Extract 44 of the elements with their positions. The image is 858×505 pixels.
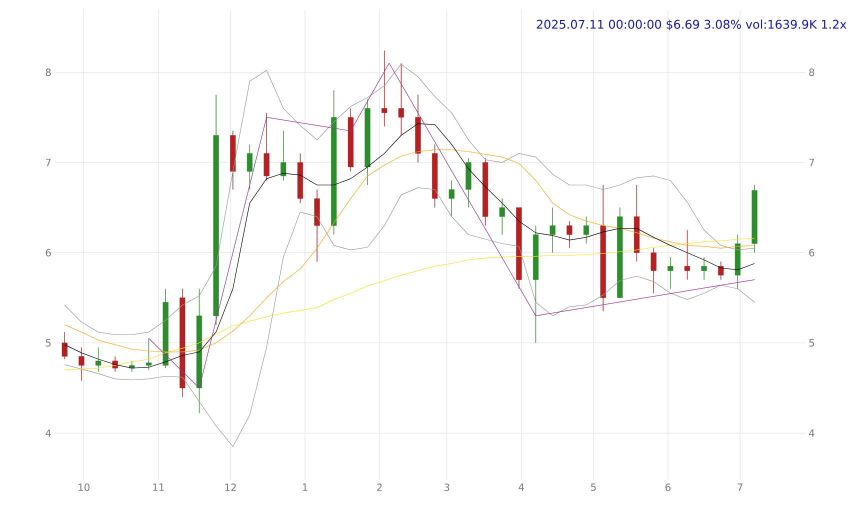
candlestick bbox=[566, 220, 572, 248]
x-tick-label: 12 bbox=[225, 484, 236, 491]
y2-tick-label: 6 bbox=[809, 248, 814, 256]
x-tick-label: 2 bbox=[377, 484, 382, 491]
candlestick bbox=[701, 256, 707, 280]
y-tick-label: 6 bbox=[46, 248, 51, 256]
candlestick bbox=[95, 347, 102, 372]
x-tick-label: 6 bbox=[666, 484, 671, 492]
candlestick bbox=[499, 198, 505, 235]
y-tick-label: 8 bbox=[46, 68, 51, 76]
candlestick bbox=[280, 130, 286, 181]
x-tick-label: 10 bbox=[78, 484, 90, 492]
x-tick-label: 11 bbox=[153, 484, 164, 491]
x-tick-label: 4 bbox=[518, 484, 524, 491]
x-tick-label: 3 bbox=[444, 484, 450, 492]
line-series bbox=[64, 187, 755, 447]
x-tick-label: 1 bbox=[302, 484, 308, 491]
y-tick-label: 7 bbox=[46, 158, 51, 166]
x-tick-label: 5 bbox=[591, 484, 596, 491]
candlestick bbox=[398, 62, 404, 136]
candlestick bbox=[448, 180, 454, 217]
x-tick-label: 7 bbox=[738, 484, 742, 491]
y-tick-label: 4 bbox=[46, 429, 51, 437]
y-tick-label: 5 bbox=[46, 339, 51, 347]
candlestick bbox=[264, 112, 270, 181]
y2-tick-label: 8 bbox=[809, 68, 814, 76]
candlestick bbox=[718, 261, 724, 280]
y2-tick-label: 5 bbox=[809, 339, 814, 347]
candlestick bbox=[550, 207, 556, 254]
candlestick bbox=[382, 50, 388, 127]
y2-tick-label: 7 bbox=[809, 158, 814, 166]
candlestick bbox=[650, 248, 656, 294]
candlestick bbox=[246, 144, 253, 190]
candlestick bbox=[78, 347, 84, 382]
line-series bbox=[64, 64, 755, 336]
candlestick bbox=[62, 332, 68, 360]
y2-tick-label: 4 bbox=[809, 429, 814, 437]
candlestick bbox=[583, 216, 590, 244]
line-series bbox=[148, 62, 755, 388]
candlestick bbox=[684, 230, 690, 280]
candlestick bbox=[668, 256, 674, 290]
text: 2025.07.11 00:00:00 $6.69 3.08% vol:1639.9K 1.2x bbox=[536, 20, 846, 30]
candlestick bbox=[146, 338, 152, 370]
candlestick bbox=[129, 360, 135, 372]
